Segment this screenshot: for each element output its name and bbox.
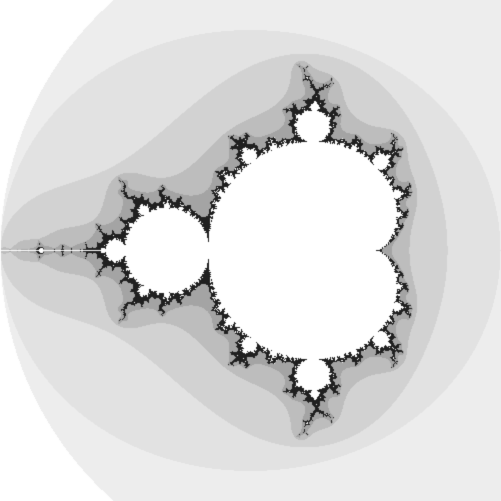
fractal-viewport [0, 0, 501, 501]
mandelbrot-render [0, 0, 501, 501]
